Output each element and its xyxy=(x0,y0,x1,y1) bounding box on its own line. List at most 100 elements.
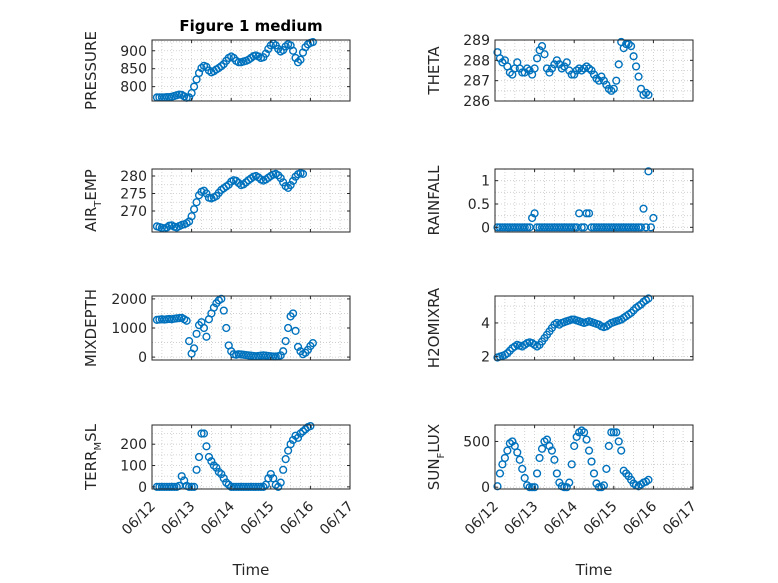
data-point xyxy=(281,455,290,464)
data-point xyxy=(219,306,228,315)
data-point xyxy=(523,223,532,232)
y-tick-label: 4 xyxy=(481,316,490,332)
axes-box xyxy=(151,424,351,490)
data-point xyxy=(537,444,547,453)
y-tick-label: 280 xyxy=(120,169,147,185)
y-tick-label: 0 xyxy=(481,220,490,236)
data-point xyxy=(520,473,529,483)
y-axis-label: TERRMSL xyxy=(82,423,104,491)
data-point xyxy=(597,72,606,81)
data-point xyxy=(629,306,638,315)
data-point xyxy=(308,38,317,47)
data-point xyxy=(199,429,209,438)
data-point xyxy=(162,92,171,102)
data-point xyxy=(612,76,621,85)
data-point xyxy=(520,223,529,232)
data-point xyxy=(528,213,537,223)
data-point xyxy=(202,189,211,198)
data-point xyxy=(602,464,611,473)
data-point xyxy=(552,469,561,478)
data-point xyxy=(288,176,298,186)
data-point xyxy=(296,429,305,438)
data-point xyxy=(284,323,293,333)
data-point xyxy=(189,482,199,491)
data-point xyxy=(562,58,571,67)
y-axis-label: THETA xyxy=(425,46,443,96)
data-point xyxy=(271,480,280,489)
data-point xyxy=(614,60,623,69)
subplot-h2omixra: 2 4 H2OMIXRA xyxy=(425,287,694,368)
data-point xyxy=(555,60,564,69)
data-point xyxy=(622,39,631,49)
y-tick-label: 500 xyxy=(463,434,490,450)
data-point xyxy=(545,441,554,451)
data-point xyxy=(276,351,285,360)
data-point xyxy=(222,478,231,487)
data-point xyxy=(207,457,216,466)
data-point xyxy=(572,432,581,441)
data-point xyxy=(187,212,196,221)
data-point xyxy=(281,42,290,51)
data-point xyxy=(532,54,542,63)
y-tick-label: 0 xyxy=(138,480,147,496)
data-point xyxy=(204,452,214,462)
left-column-x-axis-label: Time xyxy=(232,561,270,579)
data-point xyxy=(202,332,211,341)
data-point xyxy=(239,180,248,189)
y-tick-label: 100 xyxy=(120,459,147,475)
data-point xyxy=(560,483,569,492)
data-point xyxy=(259,482,268,491)
data-point xyxy=(306,421,315,431)
data-point xyxy=(189,205,199,214)
data-point xyxy=(530,64,539,73)
data-point xyxy=(192,198,201,207)
data-point xyxy=(589,469,599,478)
data-point xyxy=(614,437,623,446)
data-point xyxy=(281,336,290,346)
y-tick-label: 0.5 xyxy=(468,197,490,213)
data-point xyxy=(209,461,218,470)
data-point xyxy=(530,209,539,218)
y-tick-label: 850 xyxy=(120,62,147,78)
data-point xyxy=(547,64,557,73)
data-point xyxy=(288,435,298,445)
data-point xyxy=(518,464,527,473)
data-point xyxy=(298,427,308,436)
data-point xyxy=(286,440,295,449)
data-point xyxy=(641,223,651,232)
data-point xyxy=(547,446,557,455)
y-tick-label: 1000 xyxy=(111,321,147,337)
data-point xyxy=(567,223,576,232)
data-point xyxy=(185,336,194,346)
data-point xyxy=(649,213,658,223)
y-tick-label: 288 xyxy=(463,53,490,69)
data-point xyxy=(587,66,596,75)
data-point xyxy=(508,437,517,446)
data-point xyxy=(562,483,571,492)
x-tick-label: 06/15 xyxy=(581,499,621,539)
data-point xyxy=(276,478,285,487)
data-point xyxy=(234,58,243,67)
subplot-sun_flux: 0 500 06/12 06/13 06/14 06/15 06/16 06/17 SUNFLU… xyxy=(425,424,700,539)
data-point xyxy=(202,442,211,451)
data-point xyxy=(537,41,547,51)
data-point xyxy=(189,82,199,91)
data-point xyxy=(528,483,537,492)
data-point xyxy=(577,223,586,232)
data-point xyxy=(182,316,191,325)
data-point xyxy=(617,446,626,455)
y-tick-label: 1 xyxy=(481,174,490,190)
x-tick-label: 06/16 xyxy=(620,498,660,538)
x-tick-label: 06/17 xyxy=(660,499,700,539)
data-point xyxy=(560,62,569,71)
data-point xyxy=(308,339,317,348)
data-point xyxy=(589,70,599,79)
axes-box xyxy=(494,168,694,233)
data-point xyxy=(584,446,594,455)
data-point xyxy=(532,469,542,478)
subplot-theta: 286 287 288 289 THETA xyxy=(425,33,694,110)
data-point xyxy=(594,76,604,85)
data-point xyxy=(513,448,522,457)
data-point xyxy=(582,209,591,218)
